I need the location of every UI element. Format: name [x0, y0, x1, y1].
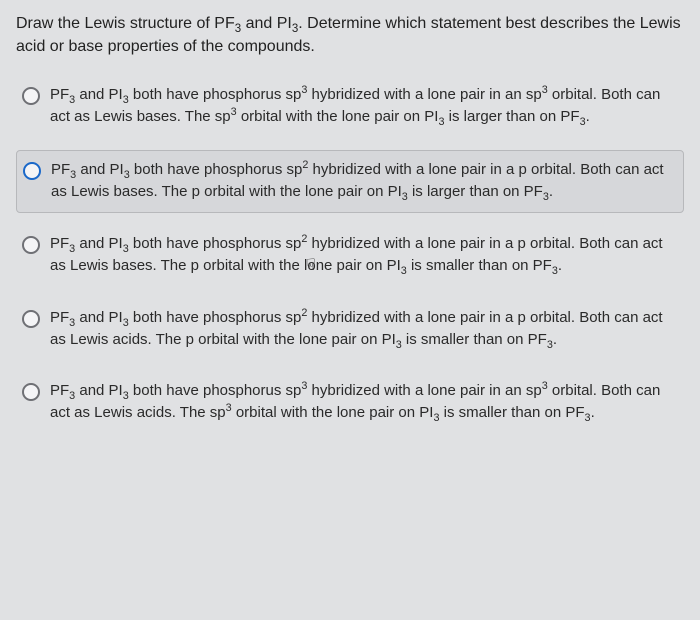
option-1-text: PF3 and PI3 both have phosphorus sp3 hyb… [50, 84, 678, 128]
option-2[interactable]: PF3 and PI3 both have phosphorus sp2 hyb… [16, 150, 684, 214]
option-1[interactable]: PF3 and PI3 both have phosphorus sp3 hyb… [16, 76, 684, 138]
radio-icon [22, 87, 40, 105]
options-list: PF3 and PI3 both have phosphorus sp3 hyb… [16, 76, 684, 434]
option-3-text: PF3 and PI3 both have phosphorus sp2 hyb… [50, 233, 678, 277]
option-2-text: PF3 and PI3 both have phosphorus sp2 hyb… [51, 159, 677, 203]
radio-icon [23, 162, 41, 180]
option-5[interactable]: PF3 and PI3 both have phosphorus sp3 hyb… [16, 372, 684, 434]
radio-icon [22, 383, 40, 401]
option-3[interactable]: PF3 and PI3 both have phosphorus sp2 hyb… [16, 225, 684, 287]
option-5-text: PF3 and PI3 both have phosphorus sp3 hyb… [50, 380, 678, 424]
radio-icon [22, 310, 40, 328]
question-text: Draw the Lewis structure of PF3 and PI3.… [16, 12, 684, 58]
option-4[interactable]: PF3 and PI3 both have phosphorus sp2 hyb… [16, 299, 684, 361]
radio-icon [22, 236, 40, 254]
option-4-text: PF3 and PI3 both have phosphorus sp2 hyb… [50, 307, 678, 351]
